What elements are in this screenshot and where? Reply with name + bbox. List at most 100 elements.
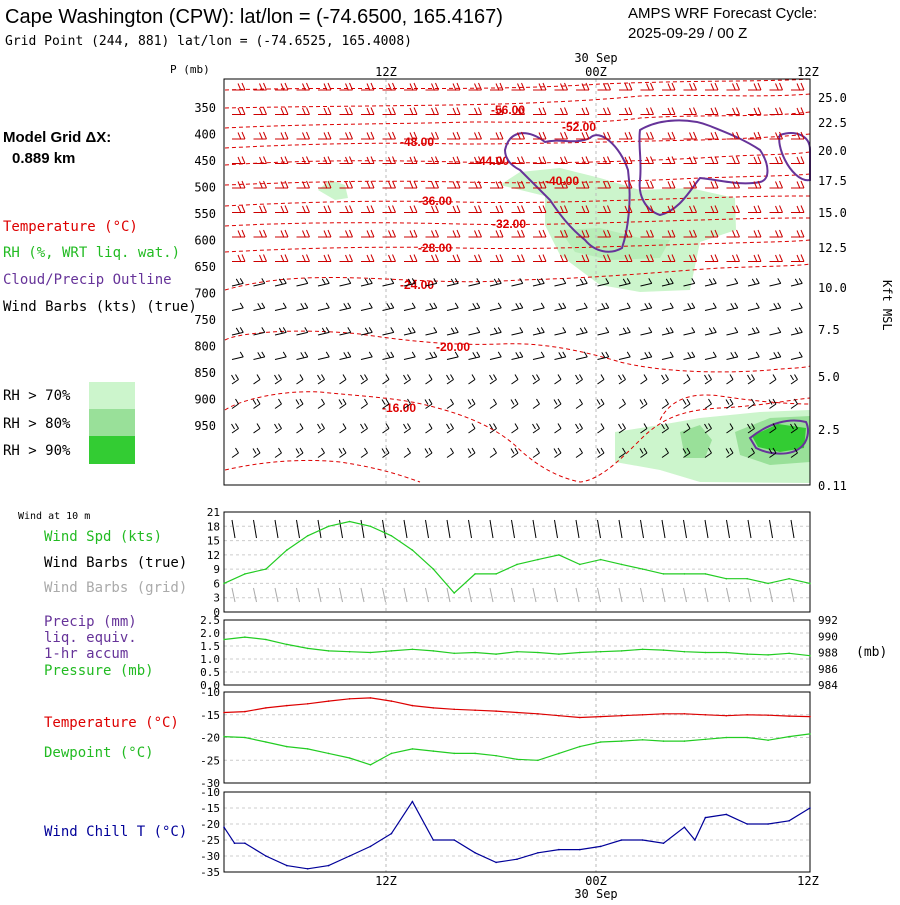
barb-flag — [495, 83, 500, 91]
barb-flag — [302, 181, 306, 189]
wind-barb — [404, 107, 418, 116]
pressure-line-point — [390, 650, 393, 652]
barb-shaft — [425, 282, 437, 287]
barb-shaft — [554, 379, 562, 385]
barb-flag — [295, 448, 300, 454]
wind-barb — [683, 423, 691, 434]
barb-flag — [794, 278, 799, 285]
isotherm-12b — [659, 394, 811, 421]
barb-flag — [585, 254, 590, 262]
barb-flag — [671, 254, 676, 262]
barb-flag — [581, 156, 586, 165]
wind-barb — [790, 374, 798, 385]
barb-flag — [607, 229, 611, 238]
barb-flag — [435, 205, 439, 213]
barb-flag — [686, 447, 691, 454]
wind-barb — [554, 351, 567, 360]
barb-flag — [392, 107, 396, 115]
barb-flag — [730, 352, 735, 358]
barb-flag — [435, 156, 439, 164]
barb-shaft — [231, 428, 239, 434]
wind-barb — [360, 327, 373, 336]
barb-flag — [628, 131, 633, 140]
temperature-line-point — [390, 700, 393, 702]
barb-flag — [755, 327, 760, 333]
barb-shaft — [790, 307, 803, 311]
barb-flag — [768, 399, 773, 405]
legend-barbs-grid: Wind Barbs (grid) — [44, 580, 187, 596]
wind-barb — [253, 351, 266, 360]
wind-barb — [339, 156, 353, 165]
cross-section-panel: -56.00 -52.00 -48.00 -44.00 -40.00 -36.0… — [223, 78, 811, 486]
wind-chill-line-point — [599, 845, 602, 848]
wind-chill-line-point — [233, 842, 236, 844]
barb-flag — [424, 448, 429, 454]
barb-flag — [261, 351, 266, 358]
wind-barb — [769, 107, 783, 116]
dewpoint-line-point — [620, 740, 623, 742]
wind-barb — [382, 423, 390, 434]
barb-shaft — [532, 379, 540, 385]
wind-barb — [597, 302, 610, 311]
wind-barb — [446, 423, 454, 434]
model-grid-label: Model Grid ΔX: — [3, 129, 111, 146]
barb-flag — [689, 156, 693, 165]
wind-barb — [640, 351, 653, 360]
rh-area-a — [318, 180, 348, 200]
wind-barb — [296, 351, 309, 360]
barb-flag — [478, 254, 482, 262]
wind-barb — [468, 107, 482, 116]
wind-barb — [683, 180, 697, 189]
wind-barb — [231, 423, 239, 434]
pressure-tick-label: 500 — [194, 181, 216, 195]
wind-barb — [425, 107, 439, 116]
barb-flag — [452, 83, 457, 91]
barb-shaft — [446, 282, 459, 287]
barb-shaft — [747, 307, 760, 311]
barb-flag — [385, 374, 390, 380]
true-barb — [769, 519, 773, 539]
barb-shaft — [769, 403, 777, 409]
wind-barb — [425, 180, 439, 189]
barb-flag — [471, 447, 476, 454]
wind-barb — [317, 278, 330, 287]
barb-shaft — [360, 307, 373, 311]
top-date-label: 30 Sep — [574, 51, 617, 65]
wind-chill-line-point — [620, 839, 623, 841]
barb-flag — [241, 254, 246, 262]
wind-barb — [425, 278, 438, 287]
barb-flag — [751, 327, 756, 334]
wind-barb — [661, 398, 669, 409]
barb-shaft — [511, 356, 523, 360]
barb-flag — [757, 254, 762, 262]
wind-barb — [790, 278, 803, 287]
barb-shaft — [704, 307, 717, 311]
barb-shaft — [317, 331, 330, 336]
panel-frame — [223, 691, 811, 784]
wind-barb — [747, 374, 755, 385]
barb-flag — [231, 423, 235, 430]
barb-flag — [557, 447, 562, 454]
barb-flag — [390, 278, 395, 284]
dewpoint-line-point — [641, 739, 644, 741]
barb-flag — [622, 374, 626, 380]
barb-flag — [299, 447, 304, 454]
barb-flag — [515, 303, 520, 309]
barb-flag — [583, 351, 588, 358]
barb-shaft — [317, 452, 325, 458]
barb-shaft — [382, 379, 390, 385]
barb-shaft — [231, 452, 239, 458]
contour-label-52: -52.00 — [562, 120, 596, 134]
wind-barb — [489, 327, 502, 336]
barb-flag — [323, 205, 328, 214]
wind-barb — [619, 131, 633, 140]
wind-barb — [467, 398, 476, 409]
barb-flag — [321, 423, 325, 429]
barb-shaft — [704, 452, 712, 458]
barb-shaft — [382, 403, 390, 409]
barb-flag — [388, 205, 392, 214]
wind-barb — [791, 205, 805, 214]
barb-shaft — [640, 307, 652, 311]
wind-barb — [790, 302, 803, 311]
wind-barb — [339, 254, 353, 263]
